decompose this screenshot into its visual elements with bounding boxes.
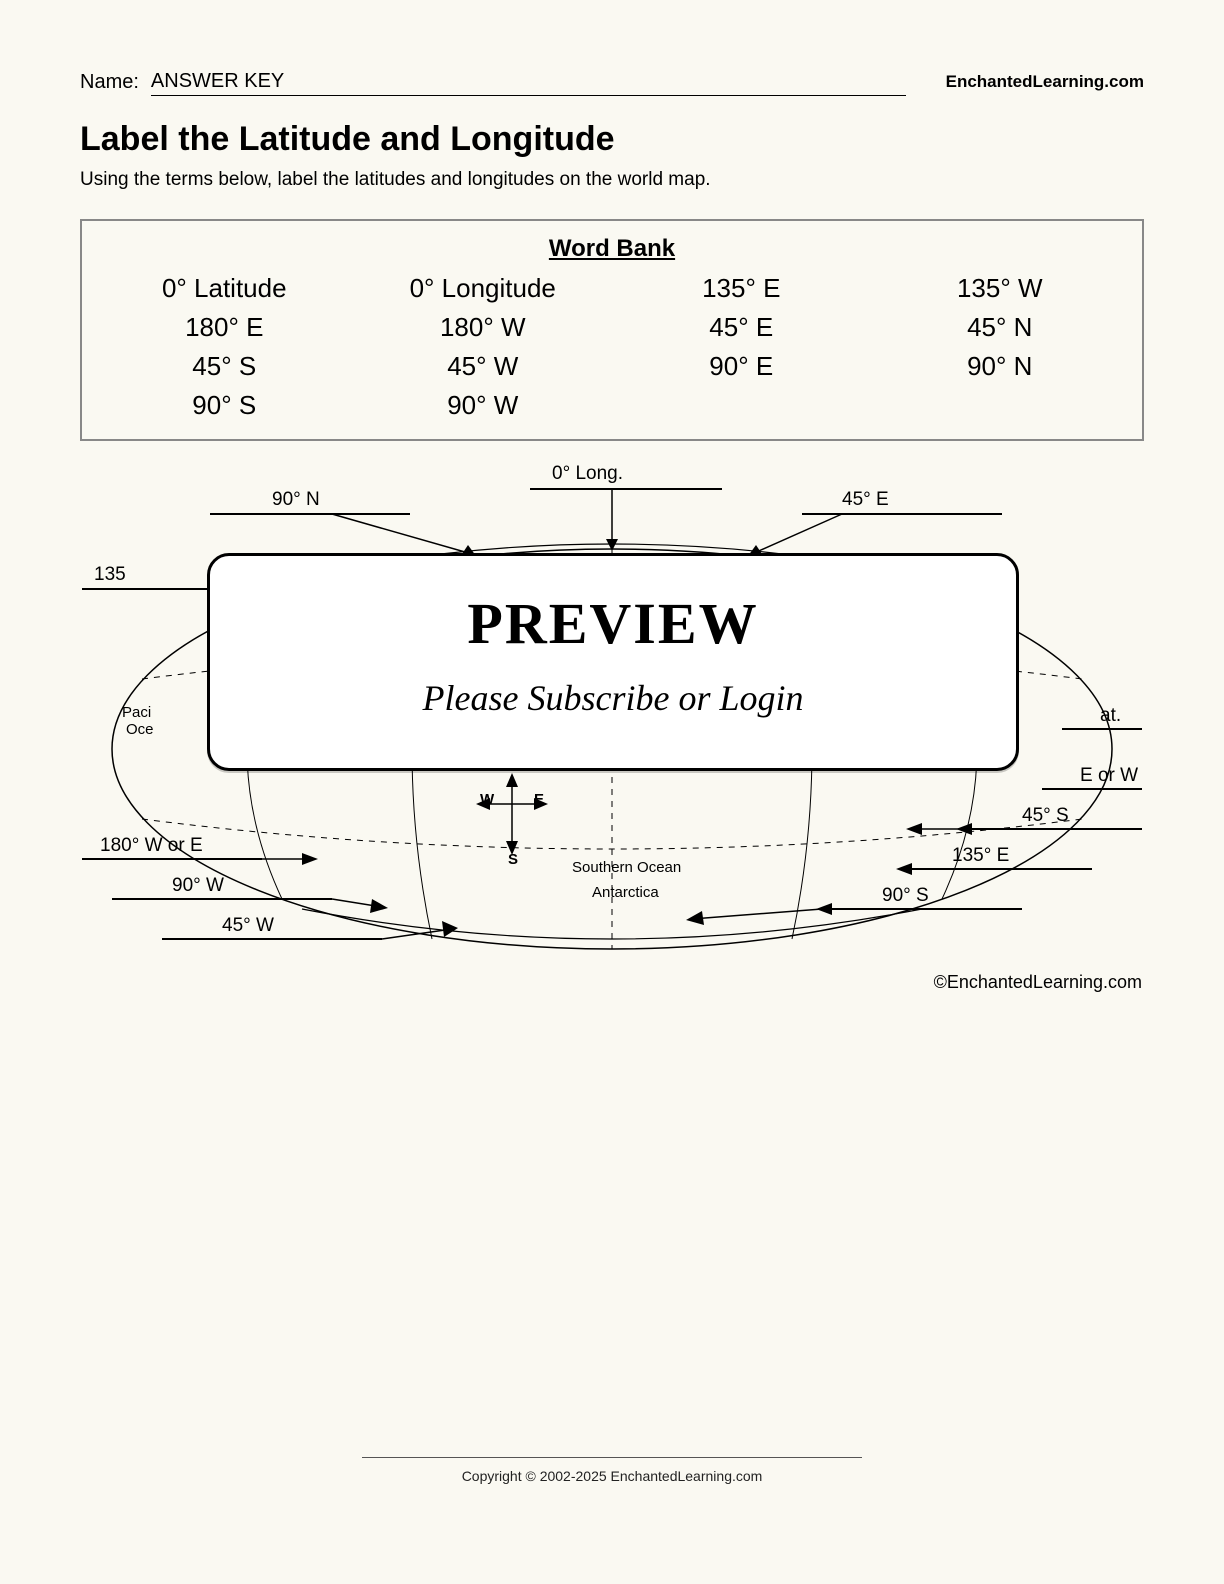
wb-cell: 135° E — [617, 273, 866, 304]
footer-divider — [362, 1457, 862, 1458]
preview-subtitle: Please Subscribe or Login — [210, 677, 1016, 719]
wb-cell: 90° E — [617, 351, 866, 382]
wb-cell: 180° E — [100, 312, 349, 343]
wb-cell: 45° S — [100, 351, 349, 382]
name-field: Name: ANSWER KEY — [80, 70, 906, 96]
preview-title: PREVIEW — [210, 590, 1016, 657]
page-footer: Copyright © 2002-2025 EnchantedLearning.… — [0, 1457, 1224, 1484]
label-90w: 90° W — [172, 875, 224, 897]
label-lat-cut: at. — [1100, 705, 1121, 727]
label-45w: 45° W — [222, 915, 274, 937]
worksheet-header: Name: ANSWER KEY EnchantedLearning.com — [80, 70, 1144, 96]
copyright-text: Copyright © 2002-2025 EnchantedLearning.… — [462, 1468, 763, 1484]
label-135e: 135° E — [952, 845, 1009, 867]
label-ocean-cut: Oce — [126, 721, 154, 738]
label-90n: 90° N — [272, 489, 320, 511]
name-underline: ANSWER KEY — [151, 70, 906, 96]
wb-cell: 90° W — [359, 390, 608, 421]
wb-cell: 45° E — [617, 312, 866, 343]
word-bank-title: Word Bank — [100, 235, 1124, 263]
wb-cell: 45° N — [876, 312, 1125, 343]
label-antarctica: Antarctica — [592, 884, 659, 901]
wb-cell: 90° N — [876, 351, 1125, 382]
label-pacific-cut: Paci — [122, 704, 151, 721]
word-bank-grid: 0° Latitude 0° Longitude 135° E 135° W 1… — [100, 273, 1124, 421]
brand-text: EnchantedLearning.com — [946, 72, 1144, 96]
wb-cell: 45° W — [359, 351, 608, 382]
wb-cell: 0° Longitude — [359, 273, 608, 304]
compass-w: W — [480, 791, 494, 808]
word-bank: Word Bank 0° Latitude 0° Longitude 135° … — [80, 219, 1144, 441]
instructions-text: Using the terms below, label the latitud… — [80, 169, 1144, 191]
wb-cell: 180° W — [359, 312, 608, 343]
wb-cell: 90° S — [100, 390, 349, 421]
wb-cell — [876, 390, 1125, 421]
wb-cell — [617, 390, 866, 421]
label-180-w-or-e: 180° W or E — [100, 835, 203, 857]
compass-s: S — [508, 851, 518, 868]
label-southern-ocean: Southern Ocean — [572, 859, 681, 876]
name-value: ANSWER KEY — [151, 70, 284, 92]
label-0-long: 0° Long. — [552, 463, 623, 485]
label-e-or-w: E or W — [1080, 765, 1138, 787]
page-title: Label the Latitude and Longitude — [80, 120, 1144, 159]
wb-cell: 135° W — [876, 273, 1125, 304]
label-135w-cut: 135 — [94, 564, 126, 586]
label-90s: 90° S — [882, 885, 929, 907]
label-45s: 45° S — [1022, 805, 1069, 827]
preview-overlay: PREVIEW Please Subscribe or Login — [207, 553, 1019, 771]
name-label: Name: — [80, 71, 139, 96]
map-diagram: 0° Long. 90° N 45° E 135 Paci Oce 180° W… — [82, 459, 1142, 989]
compass-e: E — [534, 791, 544, 808]
wb-cell: 0° Latitude — [100, 273, 349, 304]
diagram-credit: ©EnchantedLearning.com — [934, 972, 1142, 993]
label-45e: 45° E — [842, 489, 889, 511]
